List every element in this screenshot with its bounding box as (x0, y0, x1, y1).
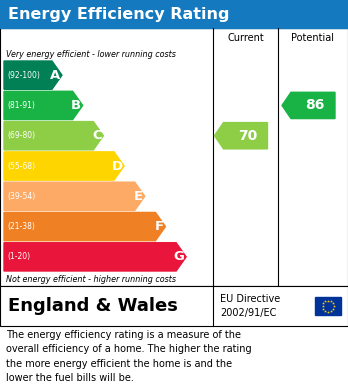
Bar (0, 286, 348, 326)
Text: EU Directive
2002/91/EC: EU Directive 2002/91/EC (220, 294, 280, 318)
Text: (39-54): (39-54) (7, 192, 35, 201)
Text: C: C (92, 129, 102, 142)
Polygon shape (4, 212, 165, 241)
Polygon shape (4, 91, 83, 120)
Polygon shape (4, 152, 124, 180)
Text: G: G (174, 250, 185, 264)
Bar (0, 28, 348, 286)
Text: (92-100): (92-100) (7, 71, 40, 80)
Text: (81-91): (81-91) (7, 101, 35, 110)
Text: (69-80): (69-80) (7, 131, 35, 140)
Polygon shape (4, 61, 62, 89)
Polygon shape (282, 92, 335, 118)
Bar (315, 297, 341, 315)
Text: England & Wales: England & Wales (8, 297, 178, 315)
Text: (55-68): (55-68) (7, 161, 35, 170)
Text: Very energy efficient - lower running costs: Very energy efficient - lower running co… (6, 50, 176, 59)
Polygon shape (4, 243, 186, 271)
Text: F: F (155, 220, 164, 233)
Text: E: E (134, 190, 143, 203)
Text: Current: Current (227, 33, 264, 43)
Text: D: D (111, 160, 122, 172)
Text: A: A (50, 69, 61, 82)
Text: (1-20): (1-20) (7, 252, 30, 261)
Polygon shape (4, 182, 145, 210)
Text: 86: 86 (305, 99, 325, 113)
Text: Potential: Potential (292, 33, 334, 43)
Polygon shape (4, 122, 103, 150)
Text: (21-38): (21-38) (7, 222, 35, 231)
Text: Energy Efficiency Rating: Energy Efficiency Rating (8, 7, 229, 22)
Text: B: B (71, 99, 81, 112)
Text: The energy efficiency rating is a measure of the
overall efficiency of a home. T: The energy efficiency rating is a measur… (6, 330, 252, 383)
Polygon shape (214, 122, 268, 149)
Bar (0, 0, 348, 28)
Text: Not energy efficient - higher running costs: Not energy efficient - higher running co… (6, 275, 176, 284)
Text: 70: 70 (238, 129, 257, 143)
